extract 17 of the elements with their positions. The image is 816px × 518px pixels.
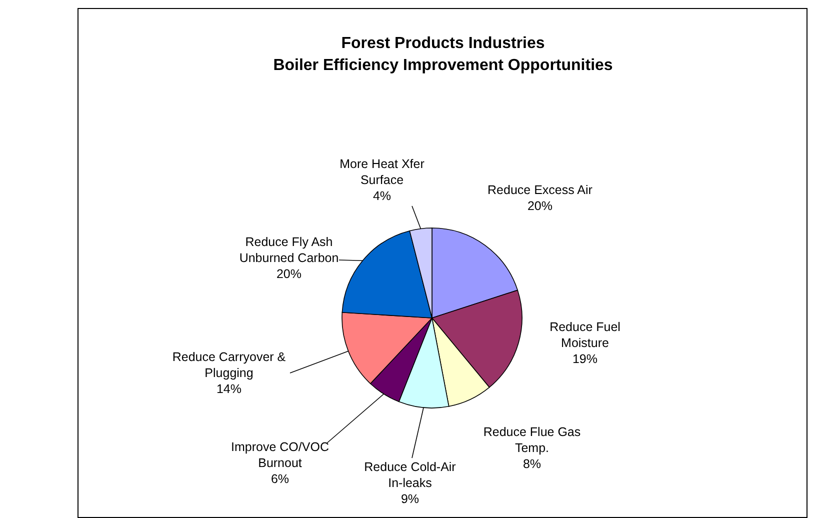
chart-title: Forest Products Industries Boiler Efficiency Improvement Opportunities (273, 35, 613, 74)
data-label: 14% (216, 382, 242, 396)
slice-label: Reduce Fly Ash Unburned Carbon (239, 235, 339, 265)
data-label: 4% (372, 189, 392, 203)
slice-label: Improve CO/VOC Burnout (231, 440, 329, 470)
data-label: 20% (276, 267, 302, 281)
slice-label: Reduce Carryover & Plugging (172, 350, 286, 380)
data-label: 19% (572, 352, 598, 366)
slice-label: Reduce Fuel Moisture (550, 320, 620, 350)
data-label: 9% (400, 492, 420, 506)
data-label: 20% (527, 199, 553, 213)
slice-label: Reduce Excess Air (488, 183, 592, 197)
slice-label: More Heat Xfer Surface (340, 157, 424, 187)
data-label: 8% (522, 457, 542, 471)
slice-label: Reduce Flue Gas Temp. (483, 425, 581, 455)
slice-label: Reduce Cold-Air In-leaks (364, 460, 456, 490)
data-label: 6% (270, 472, 290, 486)
